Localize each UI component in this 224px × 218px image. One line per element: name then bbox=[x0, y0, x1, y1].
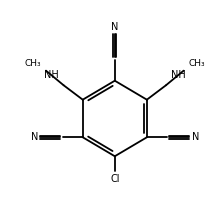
Text: CH₃: CH₃ bbox=[189, 59, 205, 68]
Text: Cl: Cl bbox=[110, 174, 120, 184]
Text: N: N bbox=[192, 132, 199, 142]
Text: NH: NH bbox=[44, 70, 59, 80]
Text: N: N bbox=[30, 132, 38, 142]
Text: CH₃: CH₃ bbox=[24, 59, 41, 68]
Text: NH: NH bbox=[170, 70, 185, 80]
Text: N: N bbox=[111, 22, 118, 32]
